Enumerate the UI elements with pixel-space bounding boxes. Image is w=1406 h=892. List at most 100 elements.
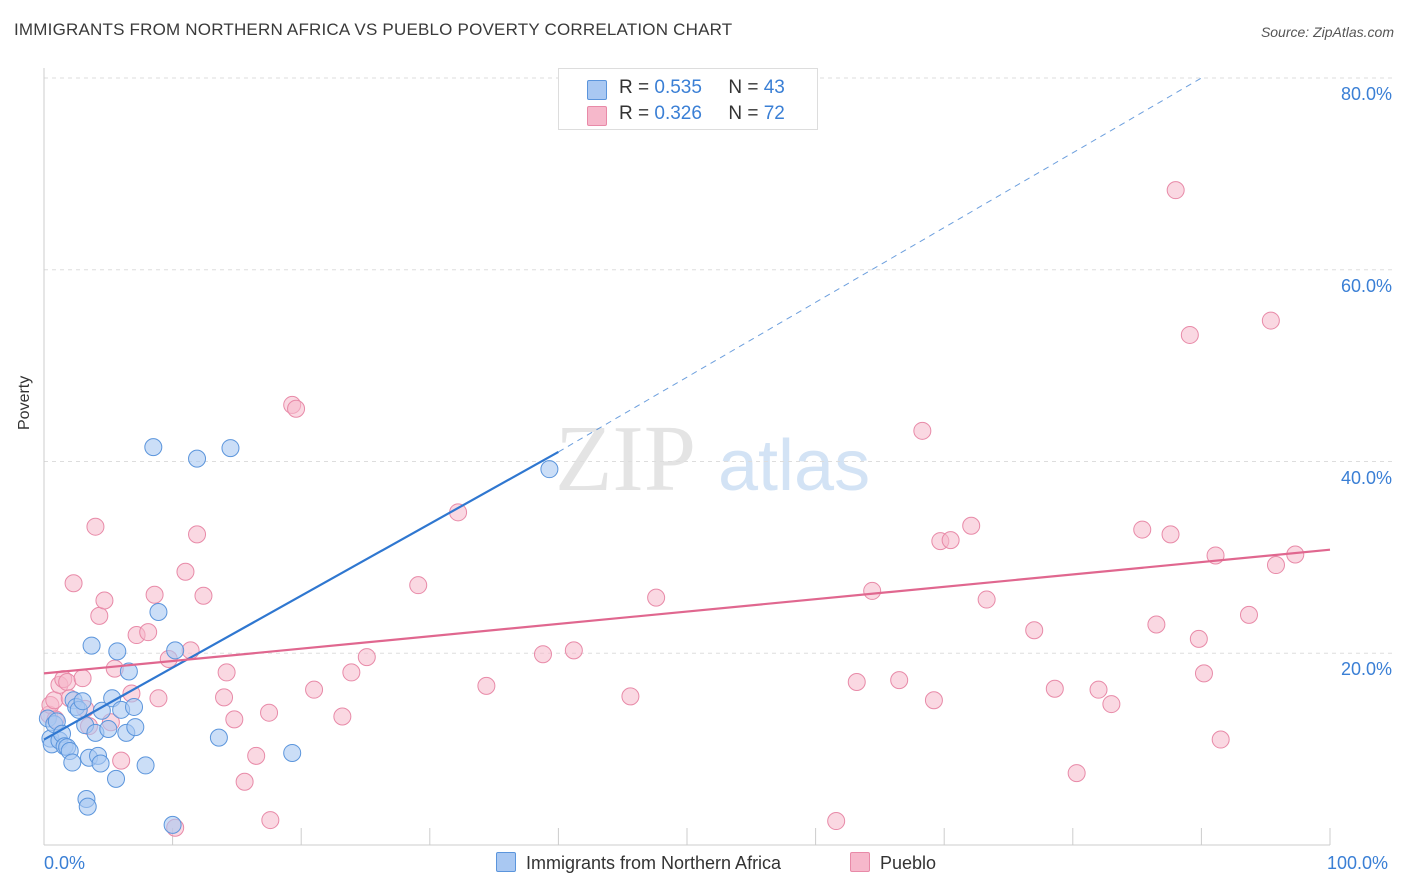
pueblo-point	[86, 517, 105, 536]
immigrants-point	[82, 636, 101, 655]
immigrants-point	[73, 692, 92, 711]
pueblo-point	[533, 645, 552, 664]
pueblo-point	[247, 746, 266, 765]
pueblo-point	[924, 691, 943, 710]
pueblo-point	[1189, 629, 1208, 648]
immigrants-point	[166, 641, 185, 660]
immigrants-point	[108, 642, 127, 661]
immigrants-point	[119, 662, 138, 681]
immigrants-point	[221, 439, 240, 458]
immigrants-point	[126, 718, 145, 737]
pueblo-point	[149, 689, 168, 708]
pueblo-point	[647, 588, 666, 607]
legend-r-label: R =	[619, 77, 650, 98]
immigrants-point	[136, 756, 155, 775]
legend-swatch-immigrants	[496, 852, 516, 872]
pueblo-point	[977, 590, 996, 609]
pueblo-point	[1067, 764, 1086, 783]
pueblo-point	[621, 687, 640, 706]
immigrants-point	[149, 603, 168, 622]
watermark-zip: ZIP	[555, 407, 696, 511]
pueblo-point	[176, 562, 195, 581]
immigrants-point	[99, 719, 118, 738]
pueblo-point	[962, 516, 981, 535]
pueblo-point	[913, 421, 932, 440]
pueblo-point	[305, 680, 324, 699]
pueblo-point	[827, 812, 846, 831]
legend-r-value: 0.326	[654, 103, 702, 124]
legend-swatch-pueblo	[587, 106, 607, 126]
immigrants-trend-extension	[558, 77, 1202, 453]
y-tick-label: 80.0%	[1340, 84, 1392, 104]
immigrants-point	[209, 728, 228, 747]
pueblo-point	[287, 399, 306, 418]
pueblo-point	[45, 691, 64, 710]
legend-n-value: 72	[763, 103, 785, 124]
immigrants-point	[63, 753, 82, 772]
pueblo-point	[333, 707, 352, 726]
pueblo-point	[1133, 520, 1152, 539]
pueblo-point	[225, 710, 244, 729]
pueblo-point	[1194, 664, 1213, 683]
immigrants-point	[91, 754, 110, 773]
pueblo-point	[95, 591, 114, 610]
pueblo-point	[1261, 311, 1280, 330]
pueblo-point	[235, 772, 254, 791]
immigrants-point	[144, 438, 163, 457]
pueblo-point	[139, 623, 158, 642]
pueblo-point	[847, 673, 866, 692]
legend-r-value: 0.535	[654, 77, 702, 98]
y-tick-label: 40.0%	[1340, 467, 1392, 488]
pueblo-point	[215, 688, 234, 707]
chart-title: IMMIGRANTS FROM NORTHERN AFRICA VS PUEBL…	[14, 20, 733, 39]
correlation-legend: R = 0.535 N = 43 R = 0.326 N = 72	[558, 68, 818, 130]
pueblo-point	[145, 585, 164, 604]
pueblo-point	[1166, 181, 1185, 200]
legend-n-value: 43	[763, 77, 785, 98]
pueblo-point	[112, 751, 131, 770]
pueblo-point	[188, 525, 207, 544]
legend-item-pueblo: Pueblo	[850, 852, 936, 874]
y-tick-label: 60.0%	[1340, 275, 1392, 296]
pueblo-point	[863, 581, 882, 600]
legend-item-immigrants: Immigrants from Northern Africa	[496, 852, 781, 874]
pueblo-point	[1025, 621, 1044, 640]
pueblo-point	[477, 676, 496, 695]
legend-r-label: R =	[619, 103, 650, 124]
immigrants-point	[107, 769, 126, 788]
pueblo-point	[1045, 679, 1064, 698]
pueblo-point	[409, 576, 428, 595]
immigrants-point	[78, 797, 97, 816]
watermark-atlas: atlas	[718, 426, 870, 506]
watermark: ZIP atlas	[555, 407, 870, 511]
pueblo-point	[1211, 730, 1230, 749]
y-tick-label: 20.0%	[1340, 659, 1392, 680]
x-tick-label-min: 0.0%	[44, 853, 86, 873]
pueblo-point	[941, 531, 960, 550]
pueblo-point	[73, 669, 92, 688]
pueblo-point	[217, 663, 236, 682]
legend-swatch-pueblo	[850, 852, 870, 872]
pueblo-point	[261, 811, 280, 830]
pueblo-point	[890, 671, 909, 690]
legend-n-label: N =	[728, 103, 759, 124]
legend-label-immigrants: Immigrants from Northern Africa	[526, 853, 782, 873]
pueblo-point	[58, 673, 77, 692]
x-tick-label-max: 100.0%	[1327, 853, 1389, 873]
pueblo-point	[260, 703, 279, 722]
immigrants-point	[540, 460, 559, 479]
source-label: Source: ZipAtlas.com	[1260, 24, 1394, 40]
pueblo-point	[1089, 680, 1108, 699]
pueblo-point	[90, 606, 109, 625]
immigrants-points	[38, 438, 559, 834]
pueblo-point	[342, 663, 361, 682]
trend-lines	[43, 77, 1331, 741]
pueblo-point	[1161, 525, 1180, 544]
immigrants-point	[125, 697, 144, 716]
pueblo-point	[357, 648, 376, 667]
immigrants-point	[188, 449, 207, 468]
legend-swatch-immigrants	[587, 80, 607, 100]
immigrants-trend-line	[43, 450, 559, 741]
pueblo-point	[1147, 615, 1166, 634]
